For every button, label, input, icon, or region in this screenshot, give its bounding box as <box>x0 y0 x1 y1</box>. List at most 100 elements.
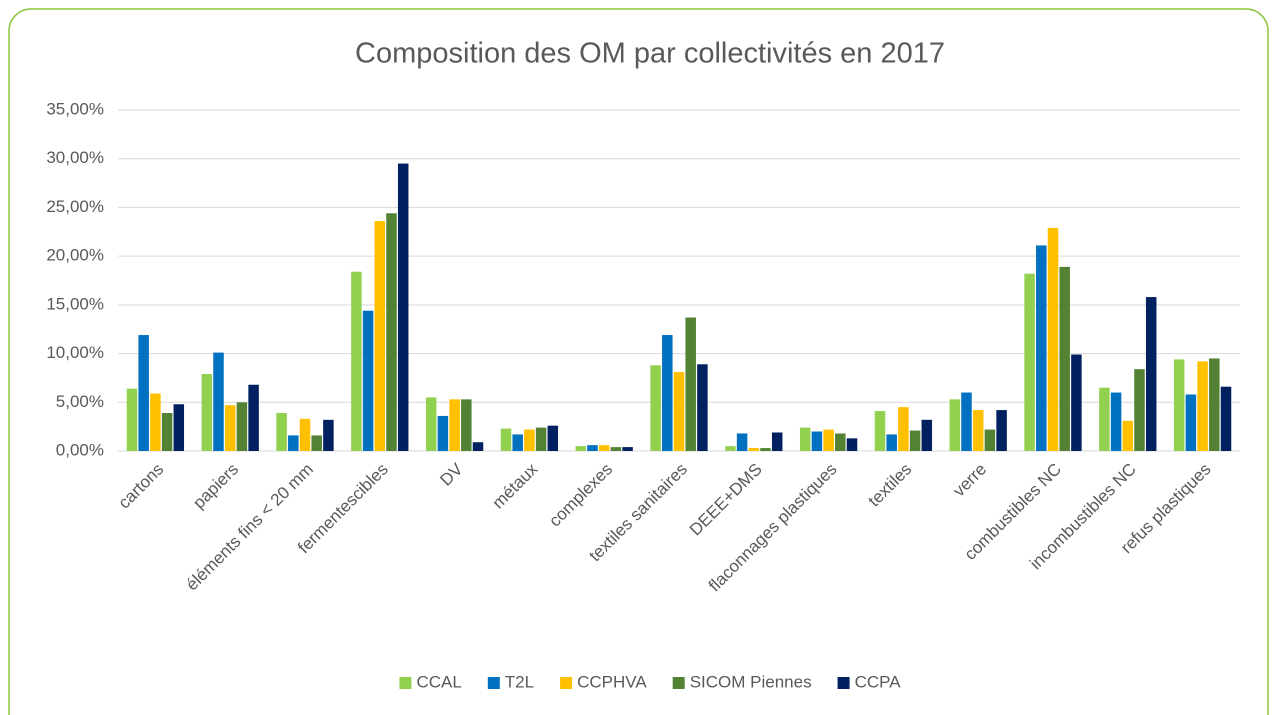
bar <box>1122 420 1134 451</box>
x-tick-label: cartons <box>115 460 168 513</box>
legend-label: CCAL <box>416 672 461 691</box>
bar <box>374 221 386 451</box>
bar <box>972 410 984 451</box>
bar <box>673 372 685 451</box>
bar <box>886 434 897 451</box>
bar <box>323 419 334 451</box>
x-tick-label: papiers <box>189 460 242 513</box>
bar <box>126 388 138 451</box>
bar <box>1099 387 1110 451</box>
bar <box>1220 386 1232 451</box>
x-tick-label: éléments fins < 20 mm <box>182 460 317 595</box>
bar <box>996 410 1007 451</box>
chart-title: Composition des OM par collectivités en … <box>355 38 945 70</box>
bar <box>587 445 598 451</box>
bar <box>1134 369 1145 451</box>
legend: CCAL T2L CCPHVA SICOM Piennes CCPA <box>399 672 901 691</box>
bar <box>1185 394 1197 451</box>
bar <box>1036 245 1047 451</box>
bar <box>725 446 736 451</box>
bar <box>311 435 322 451</box>
bar <box>224 405 236 451</box>
legend-swatch <box>487 677 500 689</box>
bar <box>685 317 696 451</box>
bar <box>748 448 760 451</box>
x-tick-label: DEEE+DMS <box>686 460 766 540</box>
bar <box>351 271 362 451</box>
bar <box>1059 266 1070 451</box>
x-tick-label: flaconnages plastiques <box>705 460 841 596</box>
bar <box>535 427 547 451</box>
bar <box>173 404 185 451</box>
bar <box>961 392 972 451</box>
bar <box>362 310 374 451</box>
y-tick-label: 10,00% <box>46 343 104 362</box>
bar <box>236 402 248 451</box>
bar <box>949 399 961 451</box>
x-tick-label: DV <box>436 459 467 490</box>
y-tick-label: 30,00% <box>46 148 104 167</box>
bar <box>1197 361 1208 451</box>
bar <box>472 442 484 451</box>
bar <box>575 446 587 451</box>
legend-label: CCPHVA <box>577 672 647 691</box>
bar <box>760 448 771 451</box>
bar <box>650 365 661 451</box>
bar <box>1024 273 1035 451</box>
bar <box>598 445 610 451</box>
bar <box>1145 297 1157 451</box>
x-tick-label: métaux <box>489 459 542 512</box>
bar <box>1071 354 1082 451</box>
bar <box>909 430 921 451</box>
bar <box>248 384 259 451</box>
bar <box>898 407 909 451</box>
y-tick-label: 0,00% <box>56 440 104 459</box>
bar <box>425 397 437 451</box>
bar <box>150 393 161 451</box>
bar <box>622 447 633 451</box>
bar <box>1047 227 1059 451</box>
bar <box>736 433 748 451</box>
y-tick-label: 35,00% <box>46 99 104 118</box>
y-tick-label: 15,00% <box>46 294 104 313</box>
bar <box>771 432 783 451</box>
bar <box>610 447 622 451</box>
bar <box>547 425 559 451</box>
y-tick-label: 5,00% <box>56 392 104 411</box>
bar <box>161 413 173 451</box>
bar <box>512 434 523 451</box>
x-tick-label: textiles <box>865 460 916 511</box>
legend-label: SICOM Piennes <box>690 672 812 691</box>
bar <box>449 399 460 451</box>
bar <box>138 335 149 451</box>
bar <box>288 435 299 451</box>
bar <box>835 433 846 451</box>
bar <box>811 431 823 451</box>
bar <box>984 429 996 451</box>
bar <box>386 213 397 451</box>
legend-swatch <box>672 677 685 689</box>
bar <box>921 419 933 451</box>
bar <box>397 163 409 452</box>
bar <box>213 352 224 451</box>
bar <box>299 418 311 451</box>
bar <box>799 427 811 451</box>
bar <box>524 429 535 451</box>
bar <box>201 374 213 451</box>
bar <box>461 399 472 451</box>
legend-label: CCPA <box>855 672 902 691</box>
chart-border <box>8 8 1269 715</box>
bar <box>1173 359 1185 451</box>
bar <box>846 438 858 451</box>
x-tick-label: complexes <box>545 460 616 531</box>
legend-label: T2L <box>505 672 534 691</box>
legend-swatch <box>399 677 412 689</box>
bar <box>697 364 708 451</box>
bar <box>437 415 449 451</box>
bar <box>500 428 512 451</box>
y-tick-label: 25,00% <box>46 197 104 216</box>
bar <box>823 429 834 451</box>
bar <box>874 411 886 451</box>
bar <box>276 413 287 451</box>
